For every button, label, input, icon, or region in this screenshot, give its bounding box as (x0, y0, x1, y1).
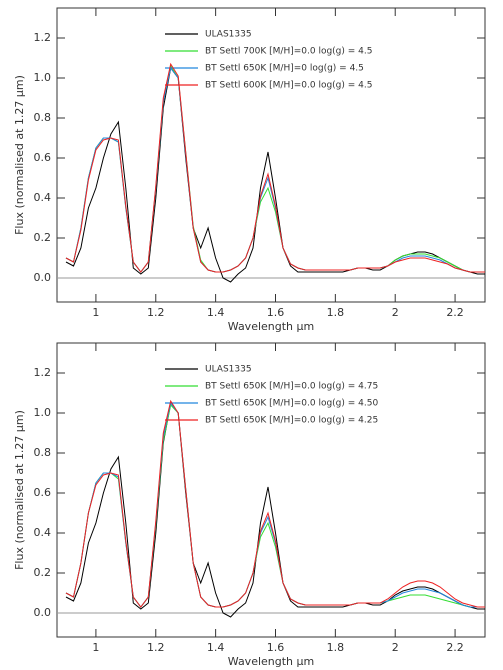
y-tick-label: 0.6 (34, 486, 52, 499)
y-tick-label: 1.2 (34, 31, 52, 44)
x-tick-label: 2.2 (446, 641, 464, 654)
y-tick-label: 0.2 (34, 566, 52, 579)
y-tick-label: 0.4 (34, 526, 52, 539)
x-tick-label: 1.4 (207, 306, 225, 319)
x-tick-label: 1.8 (327, 306, 345, 319)
x-tick-label: 2 (392, 641, 399, 654)
plot-frame (56, 7, 486, 303)
x-tick-label: 1 (92, 306, 99, 319)
x-tick-label: 1.4 (207, 641, 225, 654)
series-line (65, 399, 485, 608)
series-line (65, 62, 485, 273)
x-axis-label: Wavelength μm (228, 320, 314, 333)
legend-label: BT Settl 700K [M/H]=0.0 log(g) = 4.5 (205, 47, 372, 57)
legend-label: BT Settl 650K [M/H]=0.0 log(g) = 4.25 (205, 416, 378, 426)
y-tick-label: 1.2 (34, 366, 52, 379)
legend-label: BT Settl 650K [M/H]=0 log(g) = 4.5 (205, 64, 364, 74)
x-axis-label: Wavelength μm (228, 655, 314, 668)
y-tick-label: 0.0 (34, 606, 52, 619)
series-line (65, 401, 485, 608)
x-tick-label: 2.2 (446, 306, 464, 319)
y-tick-label: 1.0 (34, 71, 52, 84)
y-tick-label: 1.0 (34, 406, 52, 419)
x-tick-label: 1.6 (267, 306, 285, 319)
y-tick-label: 0.2 (34, 231, 52, 244)
plot-frame (56, 342, 486, 638)
x-tick-label: 2 (392, 306, 399, 319)
series-line (65, 403, 485, 608)
legend-label: BT Settl 650K [M/H]=0.0 log(g) = 4.50 (205, 399, 378, 409)
legend-label: BT Settl 650K [M/H]=0.0 log(g) = 4.75 (205, 382, 378, 392)
x-tick-label: 1.6 (267, 641, 285, 654)
y-axis-label: Flux (normalised at 1.27 μm) (13, 75, 26, 235)
y-axis-label: Flux (normalised at 1.27 μm) (13, 410, 26, 570)
legend-label: ULAS1335 (205, 365, 252, 375)
y-tick-label: 0.6 (34, 151, 52, 164)
x-tick-label: 1.2 (147, 641, 165, 654)
series-line (65, 66, 485, 283)
x-tick-label: 1.2 (147, 306, 165, 319)
y-tick-label: 0.4 (34, 191, 52, 204)
series-line (65, 401, 485, 618)
y-tick-label: 0.8 (34, 446, 52, 459)
legend-label: ULAS1335 (205, 30, 252, 40)
y-tick-label: 0.8 (34, 111, 52, 124)
series-line (65, 66, 485, 273)
x-tick-label: 1.8 (327, 641, 345, 654)
series-line (65, 64, 485, 273)
legend-label: BT Settl 600K [M/H]=0.0 log(g) = 4.5 (205, 81, 372, 91)
x-tick-label: 1 (92, 641, 99, 654)
y-tick-label: 0.0 (34, 271, 52, 284)
